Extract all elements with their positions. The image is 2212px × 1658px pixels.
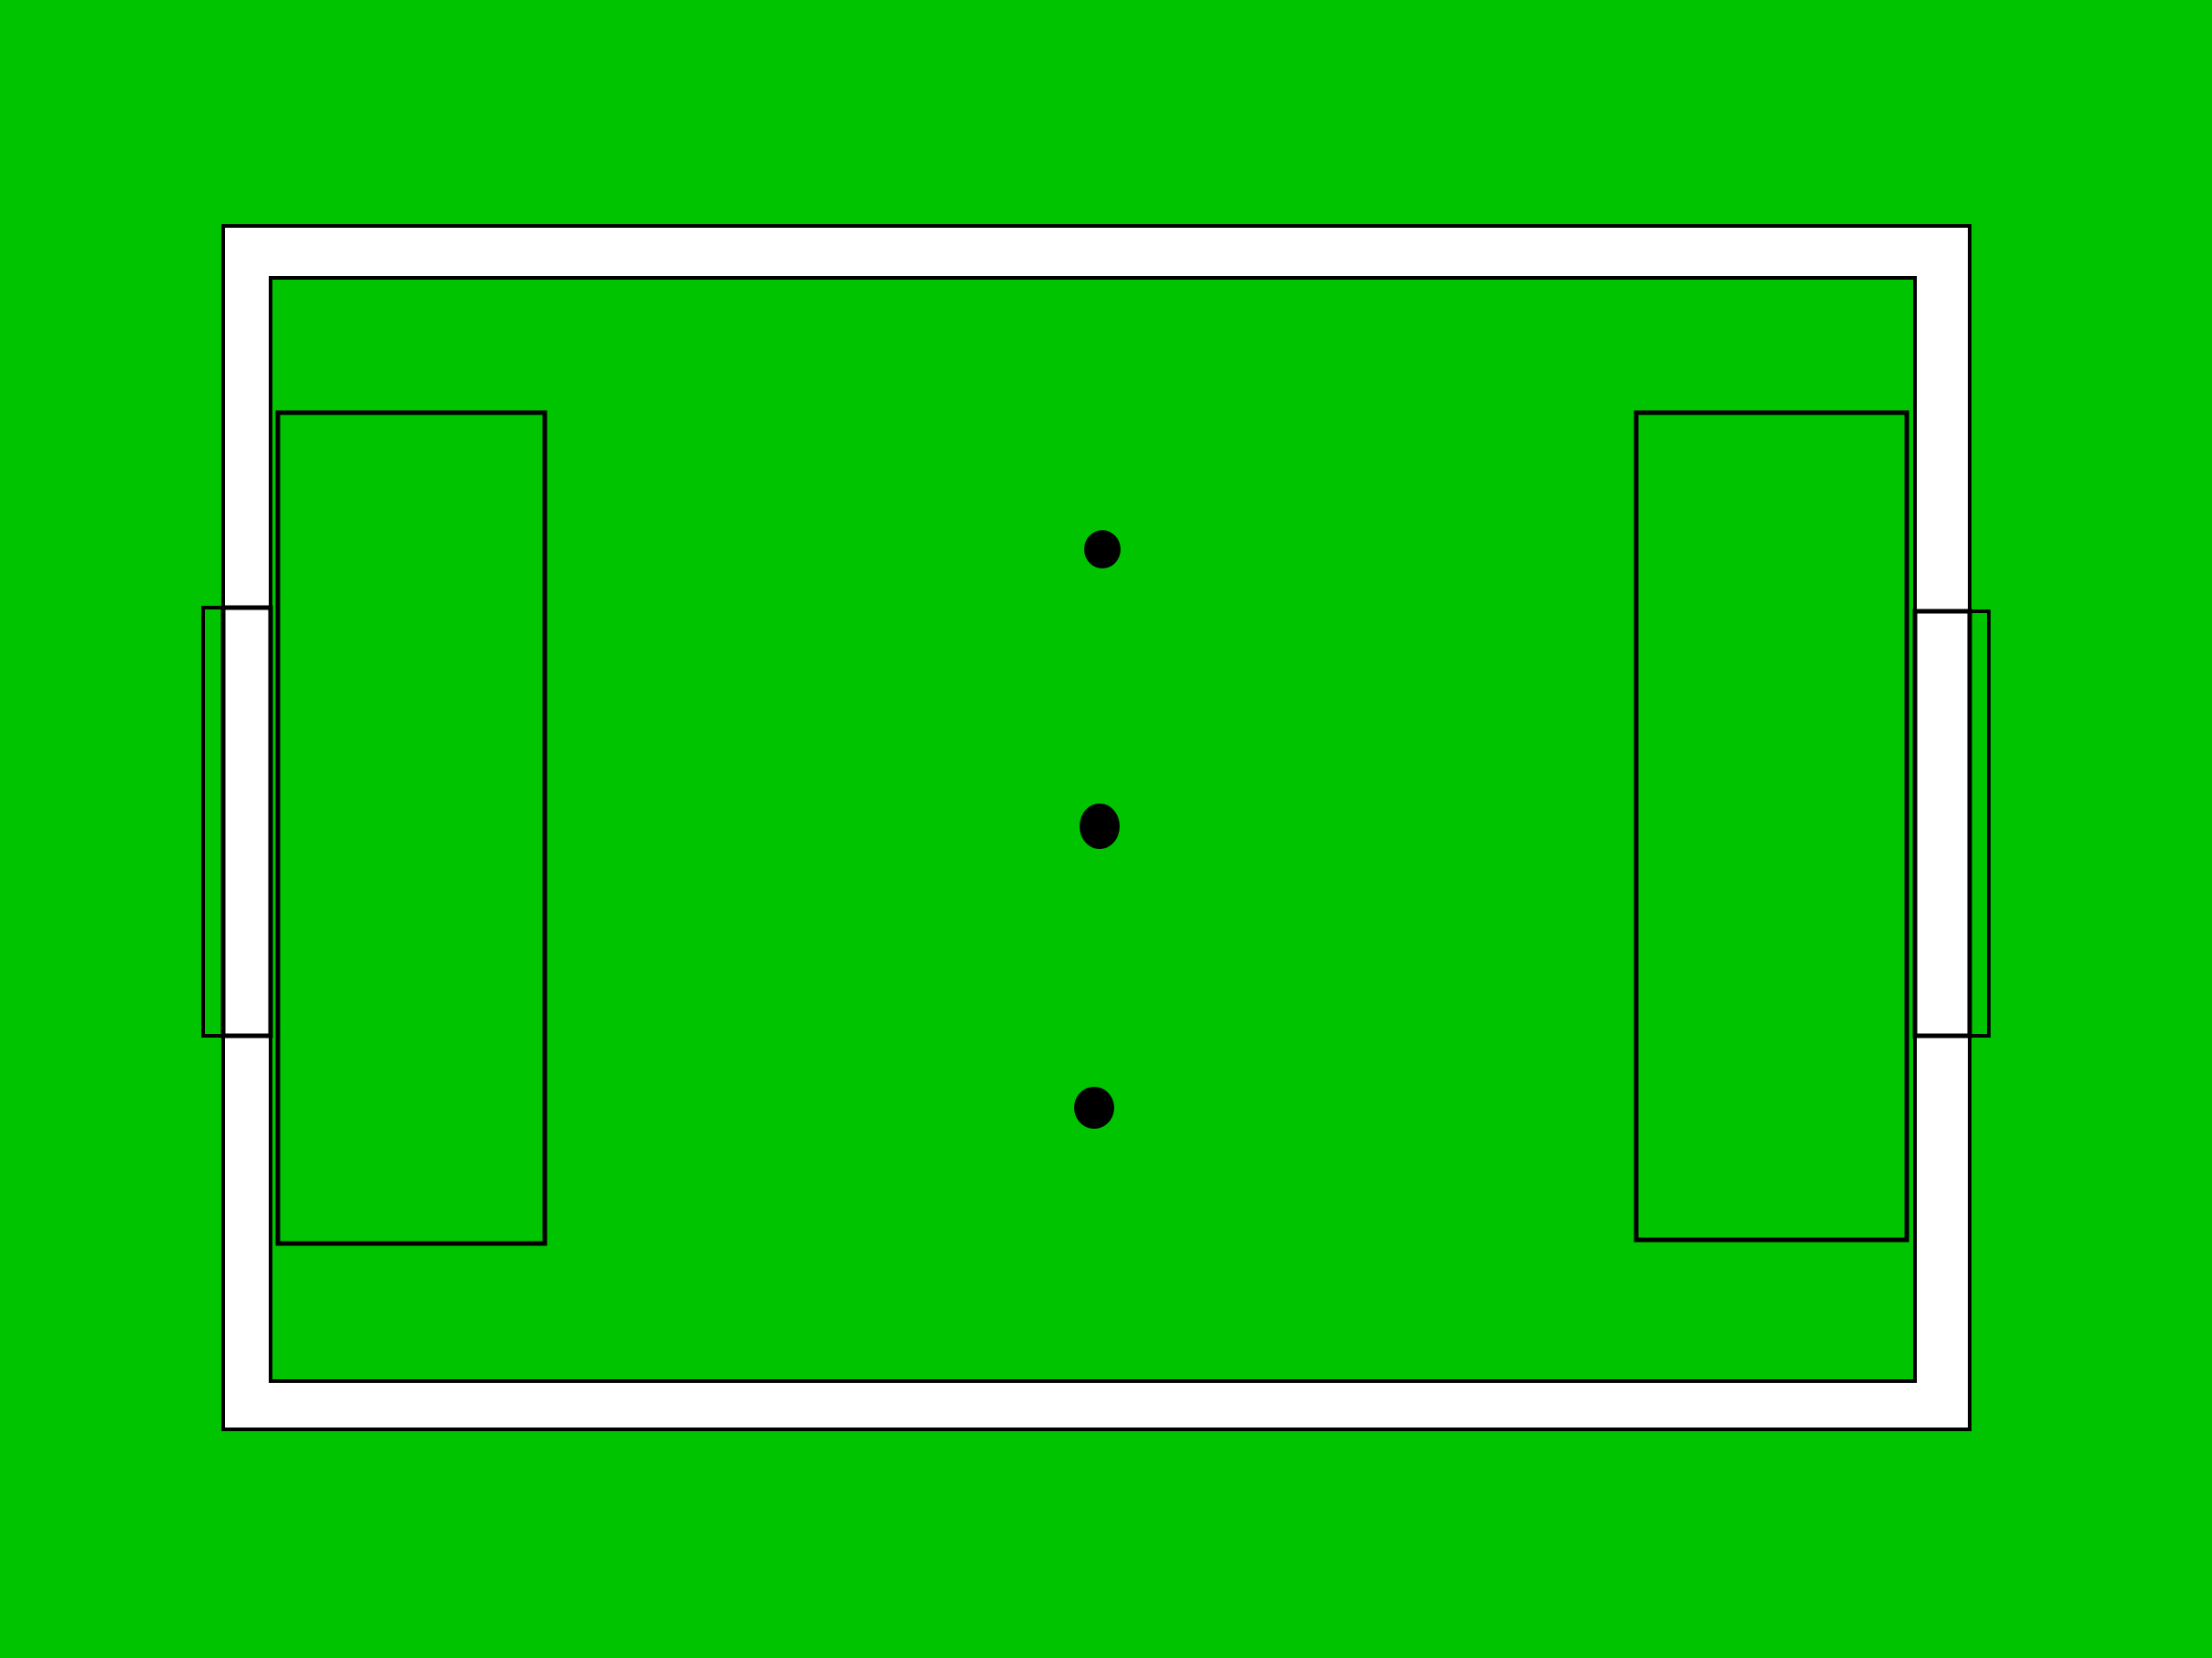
left-penalty-area	[275, 410, 548, 1246]
left-goal-mouth	[220, 605, 273, 1039]
top-spot-marker	[1084, 530, 1121, 568]
right-goal-mouth	[1912, 609, 1972, 1039]
bottom-spot-marker	[1074, 1087, 1114, 1129]
right-penalty-area	[1633, 410, 1910, 1243]
center-spot-marker	[1080, 803, 1120, 849]
